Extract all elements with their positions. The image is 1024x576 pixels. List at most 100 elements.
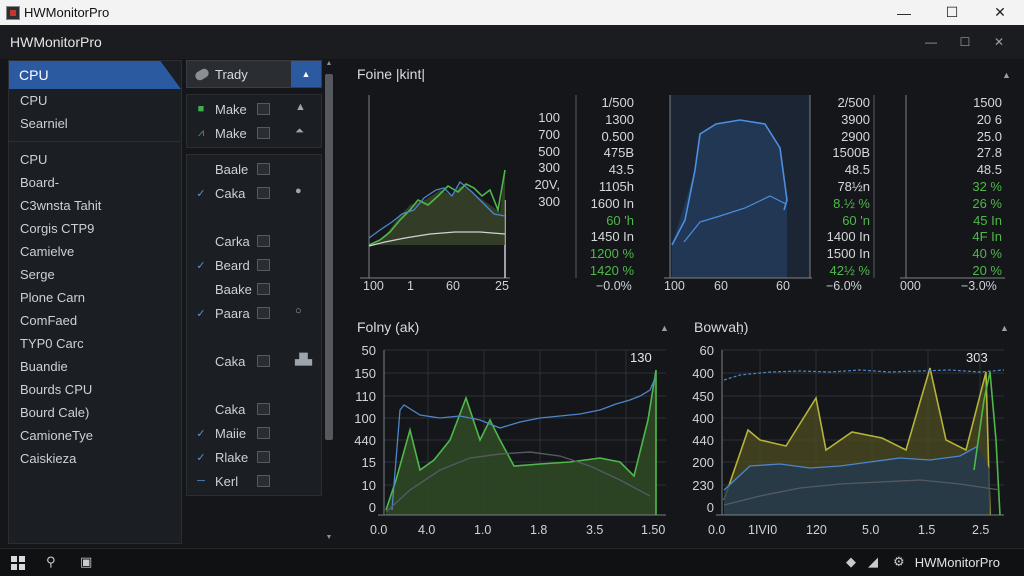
tray-network-icon[interactable]: ◆: [846, 554, 856, 569]
scrollbar-thumb[interactable]: [325, 74, 333, 440]
reading-label: Caka: [215, 353, 246, 369]
sidebar-item-selected[interactable]: CPU: [9, 61, 181, 89]
status-mark-icon: ✓: [196, 187, 206, 200]
scrollbar[interactable]: ▲ ▼: [324, 60, 334, 544]
sidebar-item[interactable]: Board-: [20, 175, 60, 190]
reading-label: Beard: [215, 257, 250, 273]
reading-value: 45 In: [973, 212, 1002, 228]
scroll-up-icon[interactable]: ▲: [325, 60, 333, 67]
sidebar-item[interactable]: Camielve: [20, 244, 75, 259]
row-action-icon[interactable]: ▲: [295, 101, 306, 113]
collapse-up-icon[interactable]: ▲: [291, 61, 321, 87]
collapse-up-icon[interactable]: ▲: [660, 323, 669, 333]
checkbox[interactable]: [257, 451, 270, 463]
close-button[interactable]: ✕: [994, 4, 1006, 20]
chart1-xtick: 100: [363, 279, 384, 293]
app-icon: [6, 5, 20, 20]
sidebar-item[interactable]: CPU: [20, 93, 48, 108]
reading-row[interactable]: Baake: [187, 277, 321, 301]
sidebar-item[interactable]: CPU: [20, 152, 48, 167]
reading-row[interactable]: Caka: [187, 397, 321, 421]
gear-icon[interactable]: ⚙: [893, 554, 905, 569]
minimize-button[interactable]: —: [897, 4, 911, 21]
chart1-xtick: 25: [495, 279, 509, 293]
app-restore-button[interactable]: ☐: [959, 35, 971, 49]
tray-volume-icon[interactable]: ◢: [868, 554, 878, 569]
checkbox[interactable]: [257, 259, 270, 271]
bottom-right-title: Bowvah̤): [694, 319, 749, 335]
readings-header[interactable]: Trady ▲: [186, 60, 322, 88]
sidebar-item[interactable]: Caiskieza: [20, 451, 77, 466]
checkbox[interactable]: [257, 103, 270, 115]
chart2-footer: −6.0%: [826, 279, 862, 293]
status-mark-icon: ✓: [196, 427, 206, 440]
sidebar-item[interactable]: Plone Carn: [20, 290, 86, 305]
app-close-button[interactable]: ✕: [993, 35, 1005, 49]
bottom-left-xtick: 4.0: [418, 523, 436, 537]
checkbox[interactable]: [257, 427, 270, 439]
checkbox[interactable]: [257, 475, 270, 487]
app-minimize-button[interactable]: —: [925, 35, 937, 49]
row-action-icon[interactable]: ⏶: [295, 125, 304, 137]
scroll-down-icon[interactable]: ▼: [325, 534, 333, 541]
checkbox[interactable]: [257, 283, 270, 295]
sidebar-item[interactable]: CamioneTye: [20, 428, 93, 443]
collapse-up-icon[interactable]: ▲: [1002, 70, 1011, 80]
y-axis-tick: 200: [692, 455, 714, 470]
readings-panel: Trady ▲ ■ Make ▲ ⩘ Make ⏶ Baale ✓ Caka ● Carka ✓ Be…: [186, 60, 322, 544]
reading-value: 25.0: [976, 128, 1002, 144]
sidebar-item[interactable]: Corgis CTP9: [20, 221, 95, 236]
maximize-button[interactable]: ☐: [945, 4, 959, 20]
sidebar-item[interactable]: Searniel: [20, 116, 68, 131]
sidebar-item[interactable]: TYP0 Carc: [20, 336, 84, 351]
reading-row[interactable]: ─ Kerl: [187, 469, 321, 493]
row-action-icon[interactable]: ▟▙: [295, 354, 312, 366]
reading-row[interactable]: ⩘ Make ⏶: [187, 121, 321, 145]
sidebar-item[interactable]: Buandie: [20, 359, 68, 374]
checkbox[interactable]: [257, 307, 270, 319]
sidebar-item[interactable]: Serge: [20, 267, 55, 282]
chart2-xtick: 100: [664, 279, 685, 293]
chart2-xtick: 60: [776, 279, 790, 293]
reading-value: 27.8: [976, 145, 1002, 161]
reading-label: Make: [215, 125, 247, 141]
bottom-left-title: Folny (ak): [357, 319, 420, 335]
reading-row[interactable]: ✓ Rlake: [187, 445, 321, 469]
reading-row[interactable]: ✓ Paara ○: [187, 301, 321, 325]
bottom-right-xtick: 0.0: [708, 523, 726, 537]
file-explorer-icon[interactable]: ▣: [80, 554, 93, 569]
windows-start-icon[interactable]: [11, 556, 25, 570]
reading-row[interactable]: Carka: [187, 229, 321, 253]
reading-label: Caka: [215, 185, 246, 201]
sidebar-item[interactable]: Bourd Cale): [20, 405, 90, 420]
reading-row[interactable]: Caka ▟▙: [187, 349, 321, 373]
reading-value: 42½ %: [829, 262, 870, 278]
row-action-icon[interactable]: ○: [295, 305, 302, 317]
sidebar-item[interactable]: Bourds CPU: [20, 382, 93, 397]
checkbox[interactable]: [257, 163, 270, 175]
reading-row[interactable]: ✓ Caka ●: [187, 181, 321, 205]
bottom-left-xtick: 0.0: [370, 523, 388, 537]
checkbox[interactable]: [257, 403, 270, 415]
checkbox[interactable]: [257, 187, 270, 199]
sidebar-item[interactable]: C3wnsta Tahit: [20, 198, 102, 213]
search-icon[interactable]: ⚲: [46, 554, 56, 569]
y-axis-tick: 60: [699, 343, 714, 358]
collapse-up-icon[interactable]: ▲: [1000, 323, 1009, 333]
checkbox[interactable]: [257, 235, 270, 247]
app-header-title: HWMonitorPro: [10, 34, 102, 50]
row-action-icon[interactable]: ●: [295, 185, 302, 197]
bottom-right-peak-value: 303: [966, 350, 988, 365]
taskbar-app-label[interactable]: HWMonitorPro: [914, 555, 1000, 570]
y-axis-tick: 10: [361, 478, 376, 493]
checkbox[interactable]: [257, 355, 270, 367]
sidebar-item[interactable]: ComFaed: [20, 313, 78, 328]
reading-row[interactable]: ■ Make ▲: [187, 97, 321, 121]
reading-row[interactable]: ✓ Maiie: [187, 421, 321, 445]
reading-row[interactable]: ✓ Beard: [187, 253, 321, 277]
status-mark-icon: ✓: [196, 307, 206, 320]
reading-row[interactable]: Baale: [187, 157, 321, 181]
checkbox[interactable]: [257, 127, 270, 139]
